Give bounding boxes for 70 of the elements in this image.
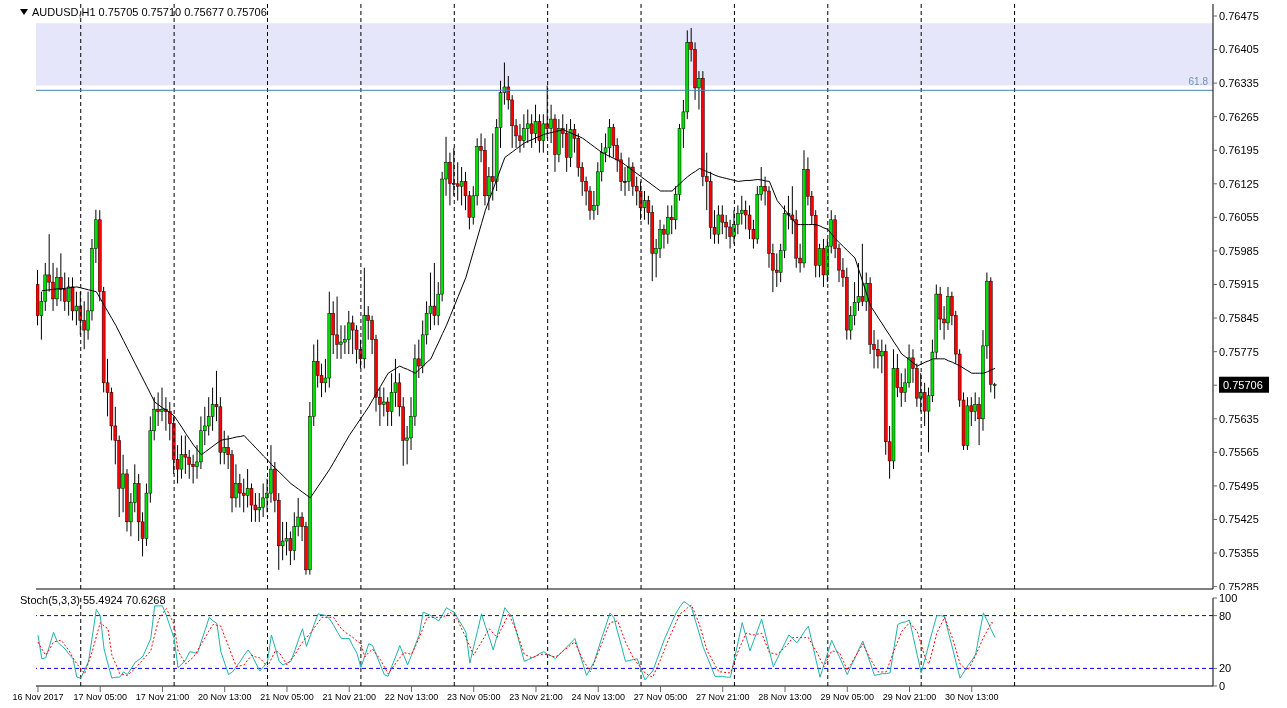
x-tick-label: 23 Nov 21:00 xyxy=(509,692,563,703)
candlestick xyxy=(241,478,246,513)
x-tick-label: 21 Nov 21:00 xyxy=(322,692,376,703)
candlestick xyxy=(261,483,265,518)
candlestick xyxy=(347,310,351,355)
y-tick-label: 0.76265 xyxy=(1219,110,1259,123)
candlestick xyxy=(716,204,721,245)
candlestick xyxy=(860,243,865,307)
y-tick-label: 0.75845 xyxy=(1219,311,1259,324)
y-tick-label: 20 xyxy=(1219,662,1232,675)
x-tick-label: 27 Nov 21:00 xyxy=(695,692,750,703)
y-tick-label: 0.75565 xyxy=(1219,446,1259,459)
x-tick-label: 21 Nov 05:00 xyxy=(260,692,314,703)
y-tick-label: 0.75495 xyxy=(1219,479,1259,492)
candlestick xyxy=(627,156,631,192)
x-tick-label: 28 Nov 13:00 xyxy=(758,692,812,703)
candlestick xyxy=(292,511,297,561)
candlestick xyxy=(459,166,464,206)
x-tick-label: 24 Nov 13:00 xyxy=(571,692,626,703)
candlestick xyxy=(385,396,390,427)
candlestick xyxy=(62,272,67,312)
candlestick xyxy=(160,387,164,422)
x-tick-label: 23 Nov 05:00 xyxy=(446,692,501,703)
annotation: 61.8 xyxy=(1188,76,1209,88)
x-tick-label: 27 Nov 05:00 xyxy=(633,692,688,703)
y-tick-label: 0.75425 xyxy=(1219,513,1259,526)
x-tick-label: 17 Nov 21:00 xyxy=(135,692,190,703)
candlestick xyxy=(179,435,184,480)
candlestick xyxy=(335,296,339,360)
candlestick xyxy=(70,276,75,321)
candlestick xyxy=(432,262,437,326)
x-tick-label: 29 Nov 05:00 xyxy=(820,692,875,703)
candlestick xyxy=(191,454,195,485)
candlestick xyxy=(973,391,977,422)
chart-title: AUDUSD,H1 0.75705 0.75710 0.75677 0.75706 xyxy=(32,6,267,18)
y-tick-label: 0.75635 xyxy=(1219,412,1259,425)
candlestick xyxy=(382,387,386,417)
y-tick-label: 0.76475 xyxy=(1219,9,1259,22)
x-tick-label: 16 Nov 2017 xyxy=(12,692,64,703)
x-tick-label: 22 Nov 13:00 xyxy=(384,692,439,703)
y-tick-label: 0.76125 xyxy=(1219,177,1259,190)
candlestick xyxy=(666,204,670,245)
candlestick xyxy=(66,276,71,317)
y-tick-label: 0.75915 xyxy=(1219,278,1259,291)
y-tick-label: 0.76195 xyxy=(1219,144,1259,157)
x-tick-label: 17 Nov 05:00 xyxy=(73,692,127,703)
y-tick-label: 0.75285 xyxy=(1219,580,1259,593)
y-tick-label: 0.75985 xyxy=(1219,244,1259,257)
x-tick-label: 20 Nov 13:00 xyxy=(197,692,252,703)
y-tick-label: 0.75355 xyxy=(1219,546,1259,559)
candlestick xyxy=(257,492,262,523)
candlestick xyxy=(183,435,188,475)
candlestick xyxy=(284,521,289,556)
y-tick-label: 0 xyxy=(1219,679,1226,692)
y-tick-label: 0.76335 xyxy=(1219,77,1259,90)
y-tick-label: 0.75775 xyxy=(1219,345,1259,358)
candlestick xyxy=(238,473,242,508)
y-tick-label: 80 xyxy=(1219,609,1232,622)
chart-title: Stoch(5,3,3) 55.4924 70.6268 xyxy=(20,594,166,606)
text: 0.75706 xyxy=(1223,378,1263,391)
x-tick-label: 30 Nov 13:00 xyxy=(944,692,999,703)
y-tick-label: 100 xyxy=(1219,591,1238,604)
candlestick xyxy=(720,204,725,235)
candlestick xyxy=(339,324,343,360)
candlestick xyxy=(245,468,250,508)
candlestick xyxy=(156,391,160,427)
y-tick-label: 0.76055 xyxy=(1219,211,1259,224)
candlestick xyxy=(728,219,732,250)
y-tick-label: 0.76405 xyxy=(1219,43,1259,56)
x-tick-label: 29 Nov 21:00 xyxy=(882,692,937,703)
